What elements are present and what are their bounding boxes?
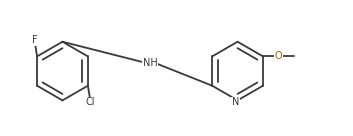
Text: NH: NH: [143, 58, 157, 68]
Text: F: F: [32, 35, 38, 45]
Text: O: O: [275, 51, 282, 61]
Text: N: N: [232, 97, 239, 107]
Text: Cl: Cl: [85, 97, 95, 107]
